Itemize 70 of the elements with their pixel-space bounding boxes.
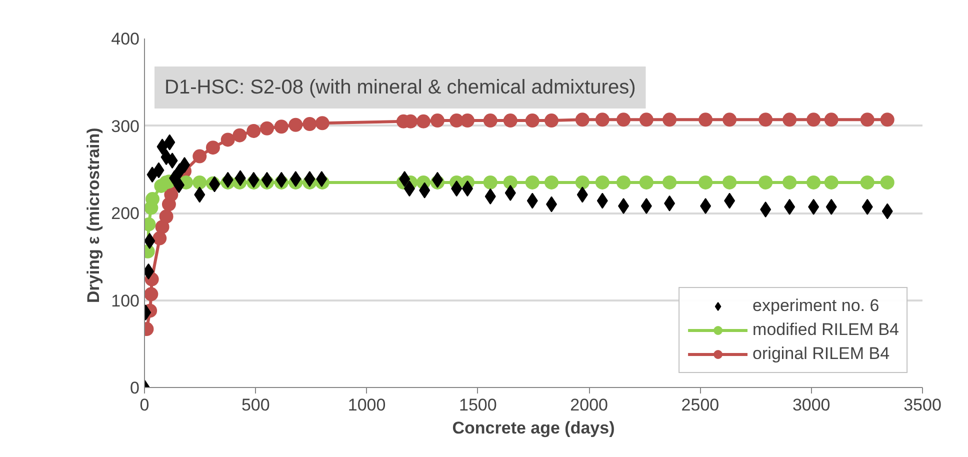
point xyxy=(260,121,274,136)
x-axis-title: Concrete age (days) xyxy=(452,418,615,438)
point xyxy=(758,112,773,127)
legend-label: modified RILEM B4 xyxy=(752,320,899,340)
x-tick-label: 2000 xyxy=(570,396,608,414)
point xyxy=(806,112,821,127)
point xyxy=(430,114,444,128)
x-tick-label: 2500 xyxy=(681,396,720,414)
y-tick-label: 300 xyxy=(111,116,140,136)
point xyxy=(662,112,677,127)
point xyxy=(616,112,631,127)
point xyxy=(722,175,737,190)
point xyxy=(206,140,220,155)
point xyxy=(315,116,330,130)
point xyxy=(483,175,498,190)
y-tick-label: 0 xyxy=(130,378,140,398)
point xyxy=(544,175,559,190)
point xyxy=(146,192,160,206)
y-tick-label: 100 xyxy=(111,291,140,310)
point xyxy=(274,120,288,134)
y-axis-title: Drying ε (microstrain) xyxy=(84,128,104,303)
y-tick-label: 400 xyxy=(111,30,140,48)
x-tick-label: 3000 xyxy=(792,396,830,414)
point xyxy=(824,112,838,127)
point xyxy=(880,175,894,190)
point xyxy=(616,175,631,190)
legend-label: original RILEM B4 xyxy=(752,344,890,364)
point xyxy=(806,175,821,190)
point xyxy=(782,112,797,127)
point xyxy=(220,132,235,147)
x-tick-label: 3500 xyxy=(904,396,942,414)
point xyxy=(595,175,610,190)
point xyxy=(232,128,247,142)
point xyxy=(525,175,540,190)
point xyxy=(525,114,540,128)
point xyxy=(758,175,773,190)
point xyxy=(155,220,170,234)
point xyxy=(288,118,303,132)
x-tick-label: 500 xyxy=(241,396,270,414)
point xyxy=(698,112,713,127)
point xyxy=(144,287,158,302)
x-tick-label: 1500 xyxy=(459,396,497,414)
x-tick-label: 1000 xyxy=(348,396,386,414)
y-tick-label: 200 xyxy=(111,204,140,223)
point xyxy=(698,175,713,190)
point xyxy=(302,117,317,131)
point xyxy=(503,114,518,128)
legend-label: experiment no. 6 xyxy=(752,296,880,316)
point xyxy=(416,114,430,128)
point xyxy=(460,114,474,128)
point xyxy=(824,175,838,190)
point xyxy=(544,114,559,128)
point xyxy=(192,149,207,164)
point xyxy=(159,210,174,224)
point xyxy=(575,175,590,190)
point xyxy=(662,175,677,190)
point xyxy=(595,112,610,127)
point xyxy=(246,124,261,138)
point xyxy=(192,175,207,190)
point xyxy=(503,175,518,190)
point xyxy=(483,114,498,128)
text: D1-HSC: S2-08 (with mineral & chemical admixtures) xyxy=(164,76,636,98)
point xyxy=(639,175,654,190)
point xyxy=(722,112,737,127)
point xyxy=(860,175,874,190)
point xyxy=(782,175,797,190)
point xyxy=(639,112,654,127)
point xyxy=(860,112,874,127)
point xyxy=(575,112,590,127)
point xyxy=(880,112,894,127)
